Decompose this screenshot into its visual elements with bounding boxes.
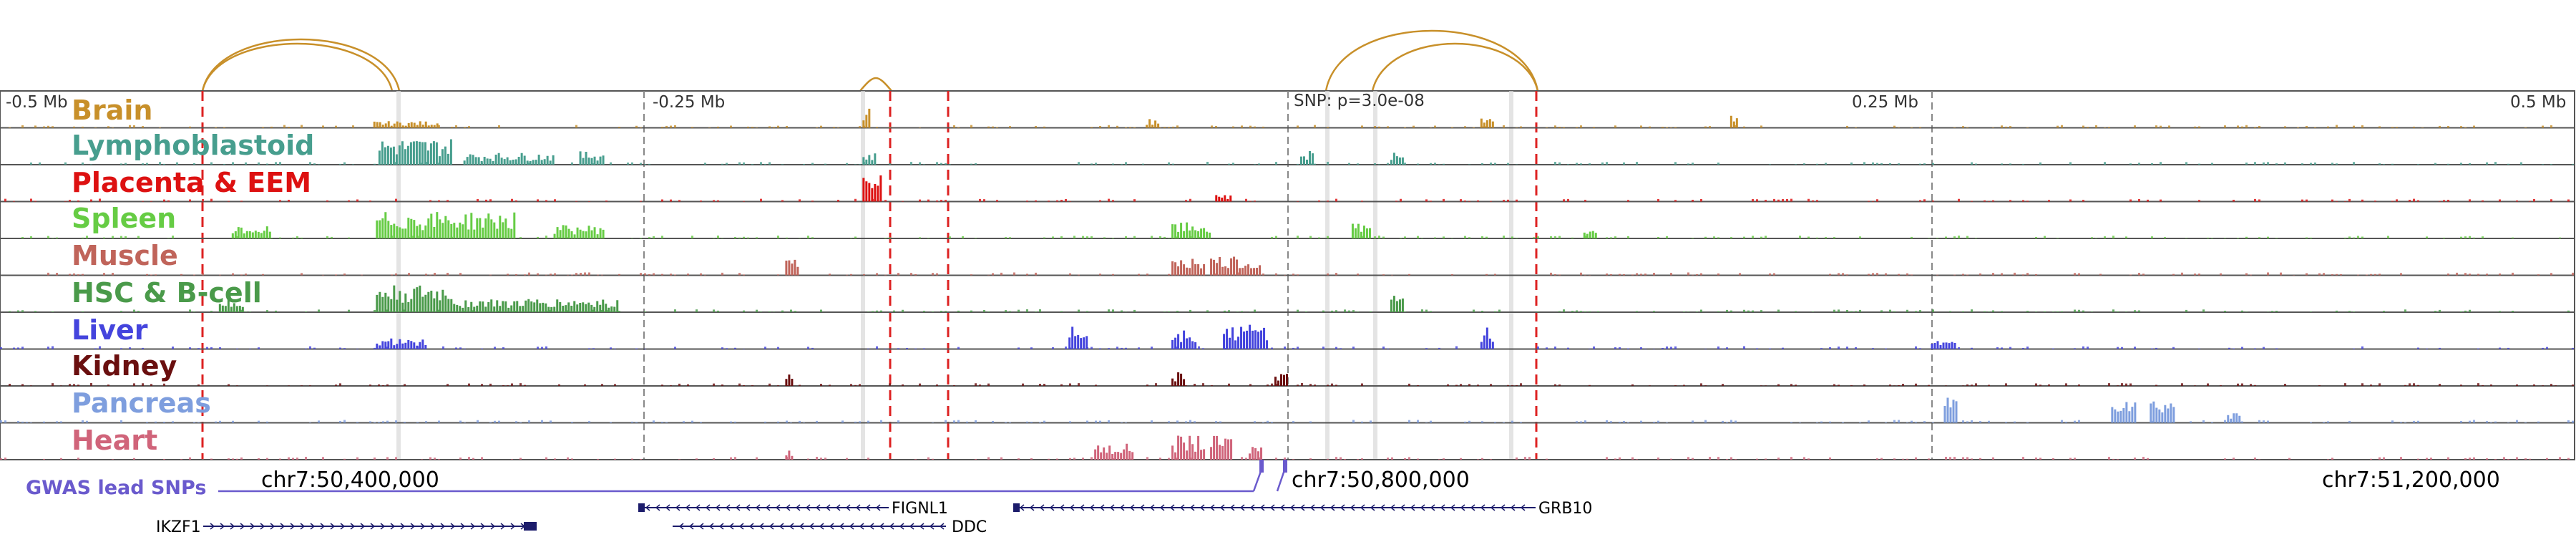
chromatin-loops (201, 29, 1539, 92)
track-background-signal-10 (0, 457, 2570, 460)
gene-ikzf1-exon (524, 522, 537, 531)
loop-arc-5 (1371, 42, 1539, 92)
loop-arc-1 (201, 38, 401, 92)
gene-ddc-arrows (678, 523, 945, 530)
peak-3-2 (1215, 195, 1232, 202)
gwas-snp-marker-1 (1259, 460, 1264, 473)
peak-9-1 (1943, 397, 1958, 423)
tick-label-1: -0.5 Mb (6, 93, 68, 112)
peak-8-3 (1274, 374, 1289, 386)
track-label-pancreas: Pancreas (72, 387, 211, 419)
peak-1-4 (1480, 118, 1494, 128)
tick-label-4: 0.25 Mb (1852, 93, 1918, 112)
track-label-placenta: Placenta & EEM (72, 167, 311, 198)
coord-label-1: chr7:50,400,000 (261, 468, 439, 493)
peak-10-2 (1094, 443, 1134, 460)
track-label-kidney: Kidney (72, 350, 177, 382)
peak-1-3 (1146, 119, 1160, 128)
track-label-spleen: Spleen (72, 203, 176, 234)
track-label-lymphoblastoid: Lymphoblastoid (72, 130, 314, 161)
gene-label-fignl1: FIGNL1 (892, 500, 948, 518)
peak-1-2 (862, 108, 871, 128)
gene-fignl1-exon (638, 503, 645, 512)
gene-ikzf1-arrows (210, 523, 526, 530)
track-label-muscle: Muscle (72, 240, 178, 271)
track-label-hsc: HSC & B-cell (72, 277, 262, 309)
x-axis: -0.5 Mb -0.25 Mb SNP: p=3.0e-08 0.25 Mb … (6, 92, 2566, 112)
peak-9-4 (2227, 413, 2241, 423)
peak-8-1 (785, 374, 794, 386)
tick-label-2: -0.25 Mb (653, 93, 725, 112)
peak-10-3 (1171, 435, 1206, 460)
peak-4-5 (1351, 223, 1371, 238)
peak-7-5 (1480, 327, 1494, 349)
gene-fignl1-arrows (645, 504, 881, 511)
peak-6-1 (376, 285, 453, 312)
peak-4-6 (1583, 231, 1597, 238)
track-labels: Brain Lymphoblastoid Placenta & EEM Sple… (72, 95, 314, 456)
peak-2-4 (862, 153, 877, 165)
peak-8-2 (1171, 372, 1186, 386)
loop-arc-3 (859, 77, 892, 92)
gene-grb10-arrows (1019, 504, 1526, 511)
loop-arc-2 (201, 42, 394, 92)
peak-2-1 (378, 139, 452, 165)
peak-6-4 (1390, 296, 1404, 312)
peak-6-3 (218, 298, 244, 312)
gwas-snp-marker-2 (1283, 460, 1287, 473)
peak-5-3 (1210, 256, 1262, 276)
tick-label-5: 0.5 Mb (2510, 93, 2566, 112)
peak-10-1 (785, 450, 794, 460)
track-background-signal-8 (9, 383, 2574, 386)
peak-2-2 (463, 153, 555, 165)
gene-label-ikzf1: IKZF1 (156, 518, 201, 536)
tracks (0, 108, 2575, 460)
peak-3-1 (862, 175, 882, 202)
peak-5-1 (785, 259, 799, 276)
peak-7-2 (1068, 326, 1088, 349)
coord-label-2: chr7:50,800,000 (1292, 468, 1470, 493)
peak-2-6 (1390, 153, 1404, 165)
tick-label-3: SNP: p=3.0e-08 (1294, 92, 1425, 110)
loop-arc-4 (1324, 29, 1539, 92)
gene-label-grb10: GRB10 (1538, 500, 1592, 518)
annotation-area: GWAS lead SNPs chr7:50,400,000 chr7:50,8… (26, 460, 2500, 499)
peak-4-2 (553, 225, 605, 238)
gene-label-ddc: DDC (952, 518, 987, 536)
gene-track: FIGNL1 GRB10 IKZF1 DDC (156, 500, 1592, 536)
peak-2-5 (1299, 150, 1314, 165)
peak-9-2 (2111, 402, 2137, 423)
peak-4-1 (376, 212, 516, 238)
peak-10-4 (1210, 435, 1233, 460)
peak-7-6 (1931, 341, 1956, 349)
track-background-signal-1 (9, 125, 2552, 128)
gwas-label: GWAS lead SNPs (26, 477, 206, 499)
peak-1-1 (373, 121, 439, 128)
track-background-signal-4 (21, 236, 2561, 238)
peak-5-2 (1171, 258, 1206, 276)
peak-1-5 (1729, 115, 1738, 128)
peak-7-3 (1171, 330, 1197, 349)
peak-7-4 (1223, 324, 1269, 349)
coord-label-3: chr7:51,200,000 (2322, 468, 2500, 493)
track-label-brain: Brain (72, 95, 152, 126)
peak-6-2 (453, 299, 619, 312)
peak-9-3 (2150, 401, 2175, 423)
gene-grb10-exon (1013, 503, 1020, 512)
peak-4-4 (1171, 222, 1211, 238)
peak-7-1 (376, 338, 427, 349)
peak-10-5 (1249, 447, 1263, 460)
track-label-heart: Heart (72, 425, 157, 456)
peak-2-3 (579, 151, 605, 165)
peak-4-3 (231, 226, 271, 238)
track-label-liver: Liver (72, 314, 148, 346)
